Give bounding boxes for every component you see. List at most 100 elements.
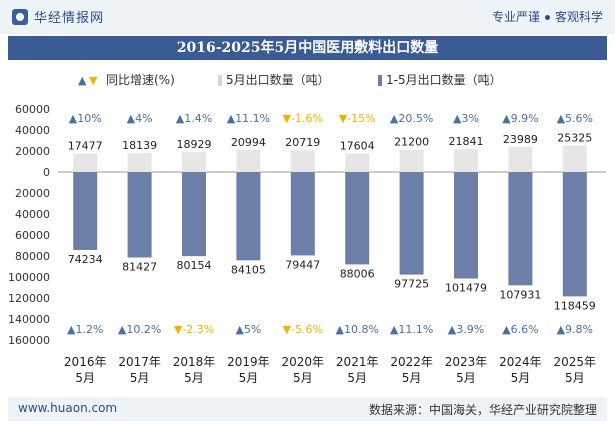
x-tick-label-year: 2025年 [554,355,597,369]
monthly-value-label: 18139 [122,139,157,152]
y-tick-label: 20000 [15,145,50,158]
cumulative-value-label: 88006 [340,267,375,280]
data-labels: 17477 74234 ▲10% ▲1.2% 18139 81427 ▲4% ▲10.2% 18… [67,112,596,336]
monthly-value-label: 17477 [68,140,103,153]
bullet-icon [544,15,550,20]
y-tick-label: 60000 [15,103,50,116]
monthly-bar [562,145,587,172]
cumulative-growth-label: ▼-2.3% [174,323,214,336]
y-tick-label: 160000 [8,334,50,347]
cumulative-value-label: 81427 [122,260,157,273]
monthly-value-label: 21200 [394,136,429,149]
x-tick-label-month: 5月 [456,371,476,385]
monthly-growth-label: ▼-15% [339,112,376,125]
x-tick-label-year: 2024年 [499,355,542,369]
x-tick-label-year: 2019年 [227,355,270,369]
legend-cumulative-swatch [378,75,382,86]
cumulative-bar [127,172,152,258]
cumulative-value-label: 84105 [231,263,266,276]
cumulative-bar [182,172,206,257]
monthly-value-label: 20994 [231,136,266,149]
x-tick-label-month: 5月 [239,371,259,385]
cumulative-growth-label: ▲10.2% [118,323,161,336]
y-tick-label: 40000 [15,124,50,137]
monthly-bar [345,153,370,172]
cumulative-bar [508,172,533,286]
cumulative-bar [345,172,370,265]
x-tick-label-year: 2018年 [173,355,216,369]
legend-cumulative-label: 1-5月出口数量（吨） [386,72,502,87]
brand: 华经情报网 [12,7,104,26]
monthly-growth-label: ▲20.5% [390,112,433,125]
y-tick-label: 60000 [15,229,50,242]
x-tick-label-month: 5月 [130,371,150,385]
monthly-growth-label: ▲5.6% [557,112,593,125]
cumulative-bar [454,172,478,279]
x-tick-label-month: 5月 [402,371,422,385]
cumulative-growth-label: ▲3.9% [448,323,484,336]
monthly-value-label: 17604 [340,140,375,153]
monthly-growth-label: ▲10% [69,112,102,125]
y-tick-label: 100000 [8,271,50,284]
monthly-growth-label: ▲4% [127,112,153,125]
monthly-value-label: 23989 [503,133,538,146]
monthly-value-label: 20719 [285,136,320,149]
cumulative-growth-label: ▲6.6% [502,323,538,336]
cumulative-value-label: 97725 [394,278,429,291]
x-tick-label-year: 2022年 [390,355,433,369]
cumulative-growth-label: ▼-5.6% [283,323,323,336]
tagline: 专业严谨 客观科学 [492,8,603,25]
cumulative-value-label: 107931 [499,288,541,301]
monthly-value-label: 21841 [449,135,484,148]
x-tick-label-year: 2020年 [282,355,325,369]
x-tick-label-year: 2016年 [64,355,107,369]
tagline-right: 客观科学 [554,10,603,24]
legend: ▲ ▼ 同比增速(%) 5月出口数量（吨） 1-5月出口数量（吨） [78,72,502,87]
brand-name: 华经情报网 [34,11,105,26]
cumulative-value-label: 74234 [68,253,103,266]
monthly-value-label: 18929 [177,138,212,151]
monthly-bar [182,152,206,172]
x-tick-label-month: 5月 [75,371,95,385]
cumulative-value-label: 80154 [177,259,212,272]
x-tick-label-year: 2023年 [445,355,488,369]
footer-url: www.huaon.com [18,401,118,415]
x-tick-label-month: 5月 [293,371,313,385]
cumulative-bar [562,172,587,297]
monthly-bar [73,153,98,172]
cumulative-value-label: 118459 [554,299,596,312]
x-tick-label-month: 5月 [184,371,204,385]
monthly-growth-label: ▲1.4% [176,112,212,125]
monthly-growth-label: ▲11.1% [227,112,270,125]
legend-monthly-swatch [218,75,222,86]
monthly-bar [399,149,424,172]
legend-monthly-label: 5月出口数量（吨） [226,72,330,87]
x-tick-label-month: 5月 [565,371,585,385]
cumulative-bar [236,172,261,261]
legend-up-marker: ▲ [78,74,87,87]
y-tick-label: 20000 [15,187,50,200]
cumulative-bar [290,172,315,256]
monthly-growth-label: ▲3% [453,112,479,125]
monthly-bar [454,149,478,172]
cumulative-growth-label: ▲5% [235,323,261,336]
y-tick-label: 80000 [15,250,50,263]
monthly-bar [290,150,315,172]
legend-down-marker: ▼ [89,74,98,87]
x-tick-label-month: 5月 [347,371,367,385]
monthly-growth-label: ▲9.9% [502,112,538,125]
x-tick-label-year: 2017年 [118,355,161,369]
monthly-bar [127,152,152,172]
bars [73,145,587,297]
chart: ▲ ▼ 同比增速(%) 5月出口数量（吨） 1-5月出口数量（吨） 60000 40000… [8,72,606,385]
cumulative-value-label: 79447 [285,258,320,271]
top-bar: 华经情报网 专业严谨 客观科学 [0,0,615,34]
monthly-value-label: 25325 [557,131,592,144]
y-tick-label: 0 [43,166,50,179]
cumulative-bar [399,172,424,275]
y-tick-label: 140000 [8,313,50,326]
monthly-bar [508,146,533,172]
footer: www.huaon.com 数据来源：中国海关，华经产业研究院整理 [8,397,607,421]
x-tick-label-year: 2021年 [336,355,379,369]
